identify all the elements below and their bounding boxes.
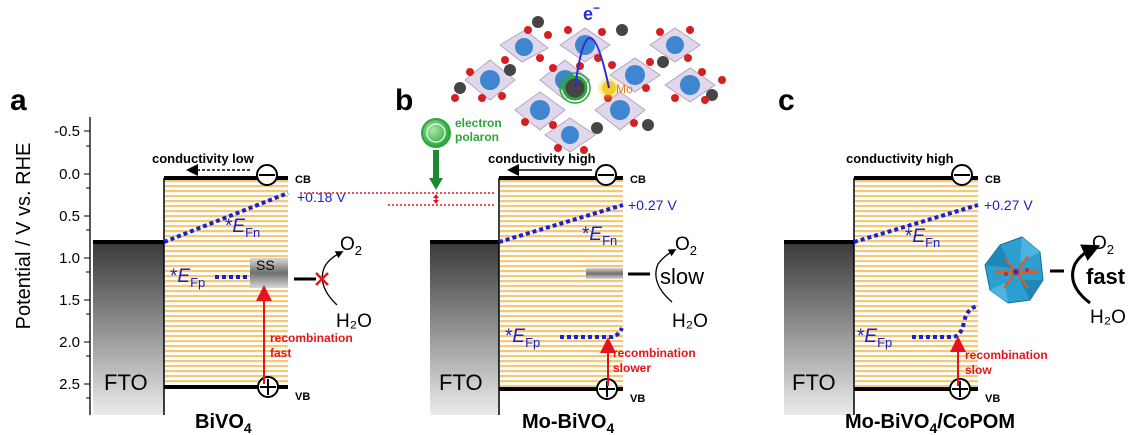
- conductivity-label: conductivity low: [152, 151, 255, 166]
- hole-icon: [257, 376, 279, 398]
- surface-state-box: [250, 258, 288, 288]
- electron-label: e−: [583, 1, 600, 24]
- panel-title: Mo-BiVO4: [522, 411, 614, 435]
- y-axis-label: Potential / V vs. RHE: [13, 143, 35, 330]
- y-tick-label: 0.0: [59, 166, 80, 183]
- panel-b: b FTO CB VB conductivity high +0.27 V *E…: [395, 84, 708, 435]
- polaron-label-2: polaron: [455, 130, 499, 144]
- recombination-rate-label: fast: [270, 346, 291, 360]
- efn-label: *EFn: [582, 224, 617, 248]
- potential-shift-indicator: [300, 192, 495, 206]
- vb-label: VB: [985, 393, 1000, 405]
- panel-letter: a: [10, 84, 27, 117]
- o2-label: O2: [340, 234, 362, 258]
- reaction-rate-label: fast: [1086, 264, 1126, 289]
- efp-label: *EFp: [505, 326, 540, 350]
- panel-letter: b: [395, 84, 413, 117]
- panel-a: a FTO CB VB conductivity low +0.18 V *EF…: [10, 84, 372, 435]
- efp-line: [560, 327, 624, 339]
- potential-label: +0.27 V: [628, 197, 677, 213]
- efn-line: [498, 203, 624, 244]
- cb-label: CB: [985, 174, 1001, 186]
- efp-label: *EFp: [170, 266, 205, 290]
- panel-title: BiVO4: [195, 411, 252, 435]
- polaron-label: electron: [455, 116, 502, 130]
- recombination-rate-label: slower: [613, 361, 651, 375]
- efn-label: *EFn: [905, 226, 940, 250]
- blocked-x-icon: [315, 272, 329, 286]
- y-tick-label: 1.5: [59, 292, 80, 309]
- cb-label: CB: [630, 174, 646, 186]
- o2-label: O2: [1092, 233, 1114, 257]
- surface-state-box: [586, 268, 623, 279]
- efn-label: *EFn: [225, 216, 260, 240]
- recombination-rate-label: slow: [965, 363, 992, 377]
- efn-line: [163, 191, 289, 244]
- cb-label: CB: [295, 174, 311, 186]
- y-tick-label: 0.5: [59, 208, 80, 225]
- y-axis: Potential / V vs. RHE -0.5 0.0 0.5 1.0 1…: [13, 117, 91, 415]
- oxidation-arrow: [1071, 244, 1101, 305]
- fto-substrate: [430, 243, 499, 415]
- fto-label: FTO: [792, 370, 836, 395]
- fto-substrate: [784, 243, 854, 415]
- electron-hop-path: [574, 37, 610, 89]
- semiconductor-bulk: [855, 178, 978, 388]
- electron-polaron: electron polaron: [421, 116, 502, 190]
- panel-c: c FTO CB VB conductivity high +0.27 V *E…: [778, 84, 1126, 435]
- efn-line: [853, 203, 979, 244]
- conductivity-label: conductivity high: [846, 151, 954, 166]
- fto-label: FTO: [439, 370, 483, 395]
- recombination-label: recombination: [965, 348, 1048, 362]
- o2-label: O2: [675, 234, 697, 258]
- mo-label: Mo: [616, 82, 633, 96]
- copom-catalyst: [984, 236, 1044, 304]
- h2o-label: H₂O: [1090, 307, 1126, 328]
- conductivity-label: conductivity high: [488, 151, 596, 166]
- panel-title: Mo-BiVO4/CoPOM: [845, 411, 1015, 435]
- semiconductor-bulk: [500, 178, 623, 388]
- h2o-label: H₂O: [672, 311, 708, 332]
- h2o-label: H₂O: [336, 311, 372, 332]
- electron-icon: [256, 164, 278, 186]
- crystal-structure: Mo e−: [451, 1, 726, 154]
- efp-label: *EFp: [857, 326, 892, 350]
- recombination-label: recombination: [270, 331, 353, 345]
- oxidation-arrow: [655, 249, 677, 303]
- vb-label: VB: [295, 391, 310, 403]
- recombination-label: recombination: [613, 346, 696, 360]
- surface-state-label: SS: [256, 257, 275, 273]
- fto-label: FTO: [104, 370, 148, 395]
- fto-substrate: [93, 243, 164, 415]
- potential-label: +0.27 V: [984, 197, 1033, 213]
- potential-label: +0.18 V: [297, 189, 346, 205]
- reaction-rate-label: slow: [660, 264, 704, 289]
- oxidation-arrow: [321, 251, 344, 306]
- electron-icon: [951, 164, 973, 186]
- y-tick-label: 1.0: [59, 250, 80, 267]
- electron-icon: [595, 164, 617, 186]
- y-tick-label: 2.0: [59, 334, 80, 351]
- panel-letter: c: [778, 84, 795, 117]
- y-tick-label: 2.5: [59, 376, 80, 393]
- hole-icon: [949, 378, 971, 400]
- vb-label: VB: [630, 393, 645, 405]
- polaron-icon: [421, 118, 451, 148]
- y-tick-label: -0.5: [54, 123, 80, 140]
